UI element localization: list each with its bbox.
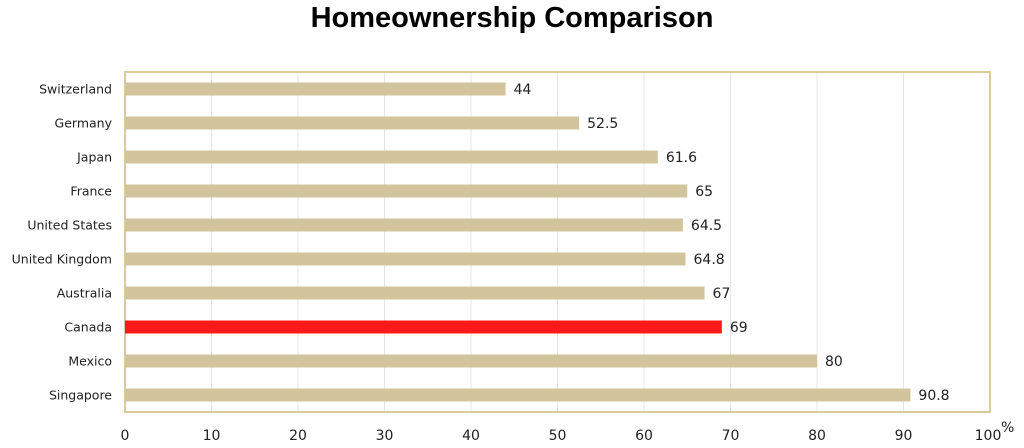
value-label: 69	[730, 320, 748, 336]
bar-united-states	[125, 218, 683, 232]
bar-canada	[125, 320, 722, 334]
value-label: 90.8	[918, 388, 949, 404]
bar-germany	[125, 116, 580, 130]
value-label: 67	[713, 286, 731, 302]
category-label: France	[70, 184, 112, 199]
bar-mexico	[125, 354, 817, 368]
category-label: Singapore	[49, 388, 112, 403]
category-label: Japan	[76, 150, 112, 165]
x-axis-ticks: 0 10 20 30 40 50 60 70 80 90 100%	[121, 420, 1015, 444]
x-tick-label: 30	[376, 428, 394, 444]
bar-france	[125, 184, 688, 198]
x-tick-label: 100	[975, 428, 1002, 444]
x-tick-label: 60	[635, 428, 653, 444]
value-label: 64.5	[691, 218, 722, 234]
category-labels: Switzerland Germany Japan France United Stat…	[12, 82, 113, 403]
x-tick-label: 10	[203, 428, 221, 444]
category-label: Canada	[64, 320, 112, 335]
category-label: United States	[27, 218, 112, 233]
value-label: 64.8	[694, 252, 725, 268]
bars	[125, 82, 911, 402]
category-label: Australia	[57, 286, 112, 301]
category-label: Germany	[55, 116, 113, 131]
x-unit-label: %	[1001, 420, 1014, 436]
bar-japan	[125, 150, 658, 164]
value-label: 44	[514, 82, 532, 98]
category-label: United Kingdom	[12, 252, 112, 267]
category-label: Mexico	[68, 354, 112, 369]
x-tick-label: 70	[722, 428, 740, 444]
x-tick-label: 90	[895, 428, 913, 444]
x-tick-label: 0	[121, 428, 130, 444]
bar-united-kingdom	[125, 252, 686, 266]
value-label: 80	[825, 354, 843, 370]
bar-switzerland	[125, 82, 506, 96]
chart-title: Homeownership Comparison	[310, 2, 714, 34]
value-label: 65	[695, 184, 713, 200]
x-tick-label: 80	[808, 428, 826, 444]
x-tick-label: 40	[462, 428, 480, 444]
value-label: 52.5	[587, 116, 618, 132]
bar-singapore	[125, 388, 911, 402]
value-labels: 44 52.5 61.6 65 64.5 64.8 67 69 80 90.8	[514, 82, 950, 404]
category-label: Switzerland	[39, 82, 112, 97]
bar-australia	[125, 286, 705, 300]
x-tick-label: 50	[549, 428, 567, 444]
value-label: 61.6	[666, 150, 697, 166]
x-tick-label: 20	[289, 428, 307, 444]
